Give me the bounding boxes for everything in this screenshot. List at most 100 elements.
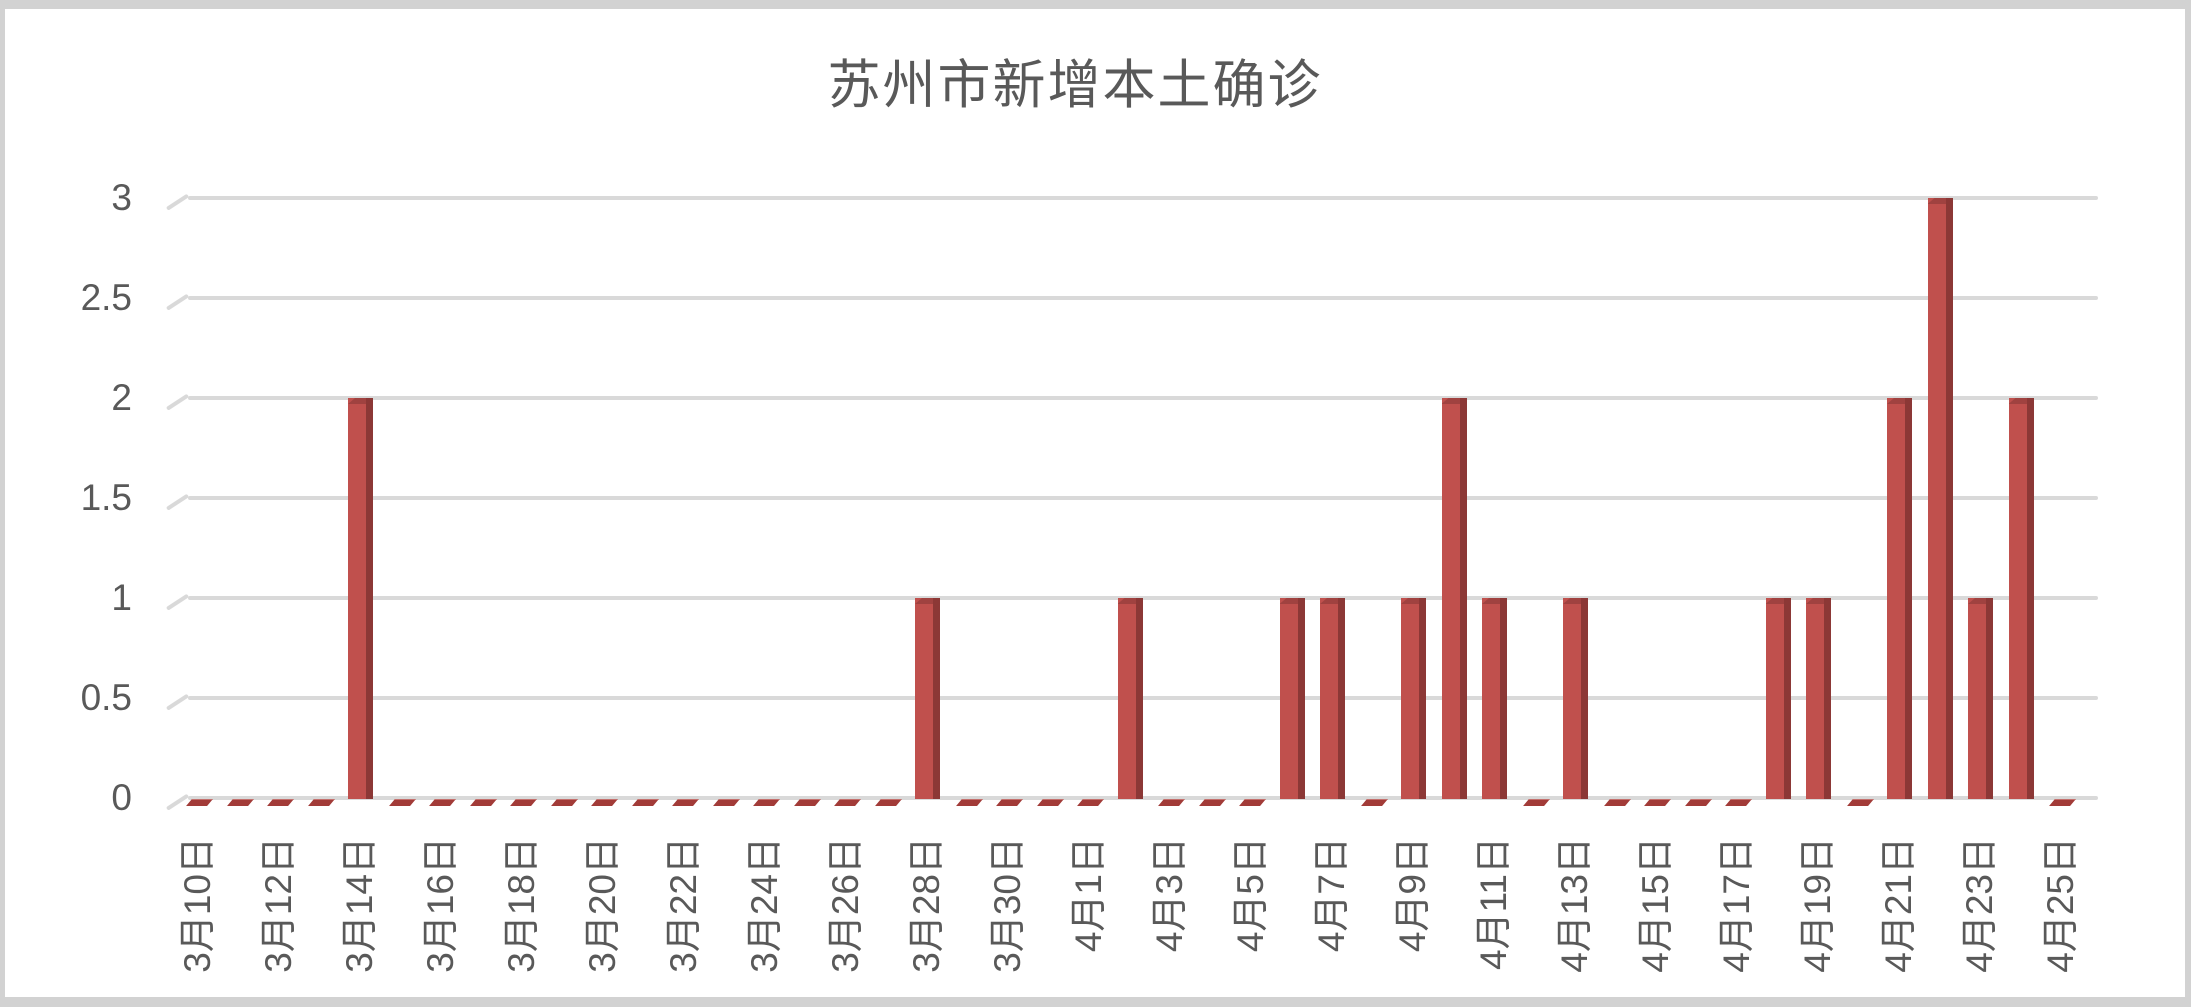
bar-top-bevel: [1765, 598, 1791, 604]
bar-top-bevel: [1320, 598, 1345, 604]
x-axis-tick-label: 3月24日: [744, 837, 785, 973]
zero-value-bar-marker: [631, 799, 659, 806]
bar-top-bevel: [1117, 598, 1143, 604]
bar-top-bevel: [348, 398, 373, 404]
zero-value-bar-marker: [996, 799, 1023, 806]
bar-top-bevel: [1563, 598, 1588, 604]
y-axis-tick-label: 0.5: [80, 677, 132, 718]
x-axis-tick-label: 3月14日: [339, 837, 380, 973]
x-axis-tick-label: 4月9日: [1392, 837, 1433, 953]
gridline: [188, 796, 2098, 800]
bar: [1320, 598, 1345, 799]
gridline-left-hook: [165, 593, 190, 611]
zero-value-bar-marker: [469, 799, 497, 806]
bar-side-shade: [1945, 198, 1953, 799]
zero-value-bar-marker: [834, 799, 861, 806]
bar: [1968, 598, 1993, 799]
y-axis-tick-label: 1: [111, 577, 132, 618]
x-axis-tick-label: 4月23日: [1959, 837, 2000, 973]
bar-side-shade: [1581, 598, 1588, 799]
bar: [1441, 398, 1467, 799]
bar: [2008, 398, 2034, 799]
zero-value-bar-marker: [307, 799, 335, 806]
x-axis-tick-label: 4月13日: [1554, 837, 1595, 973]
zero-value-bar-marker: [1846, 799, 1874, 806]
zero-value-bar-marker: [510, 799, 537, 806]
bar-top-bevel: [1806, 598, 1831, 604]
gridline-left-hook: [165, 493, 190, 511]
x-axis-tick-label: 4月1日: [1068, 837, 1109, 953]
bar-side-shade: [1783, 598, 1791, 799]
x-axis-tick-label: 3月30日: [987, 837, 1028, 973]
bar-side-shade: [1297, 598, 1305, 799]
chart-title: 苏州市新增本土确诊: [827, 57, 1323, 115]
bar-top-bevel: [915, 598, 940, 604]
bar-side-shade: [1905, 398, 1912, 799]
gridline-left-hook: [165, 293, 190, 311]
zero-value-bar-marker: [2049, 799, 2076, 806]
zero-value-bar-marker: [1603, 799, 1631, 806]
bar: [1482, 598, 1507, 799]
zero-value-bar-marker: [1360, 799, 1388, 806]
gridline: [188, 496, 2098, 500]
bar: [1117, 598, 1143, 799]
y-axis-tick-label: 2.5: [80, 277, 132, 318]
gridline: [188, 396, 2098, 400]
y-axis-tick-label: 2: [111, 377, 132, 418]
x-axis-tick-label: 4月17日: [1716, 837, 1757, 973]
bar: [1401, 598, 1426, 799]
bar: [1806, 598, 1831, 799]
zero-value-bar-marker: [1036, 799, 1064, 806]
zero-value-bar-marker: [1725, 799, 1752, 806]
bar-side-shade: [366, 398, 373, 799]
bar-side-shade: [933, 598, 940, 799]
x-axis-tick-label: 3月28日: [906, 837, 947, 973]
x-axis-tick-label: 3月20日: [582, 837, 623, 973]
x-axis-tick-label: 3月10日: [177, 837, 218, 973]
bar-top-bevel: [1279, 598, 1305, 604]
bar-top-bevel: [2008, 398, 2034, 404]
zero-value-bar-marker: [186, 799, 213, 806]
x-axis-tick-label: 3月18日: [501, 837, 542, 973]
y-axis-tick-label: 1.5: [80, 477, 132, 518]
bar: [1887, 398, 1912, 799]
zero-value-bar-marker: [672, 799, 699, 806]
bar-side-shade: [1135, 598, 1143, 799]
x-axis-tick-label: 4月5日: [1230, 837, 1271, 953]
bar-top-bevel: [1887, 398, 1912, 404]
zero-value-bar-marker: [226, 799, 254, 806]
bar-side-shade: [1986, 598, 1993, 799]
bar-top-bevel: [1482, 598, 1507, 604]
bar-side-shade: [1824, 598, 1831, 799]
x-axis-tick-label: 3月22日: [663, 837, 704, 973]
bar-side-shade: [1500, 598, 1507, 799]
y-axis-tick-label: 0: [111, 777, 132, 818]
plot-area: 0 0.5 1 1.5 2 2.5 3 3月10日 3月12日 3月14日 3月16日 3月18日 3月…: [5, 9, 2185, 997]
x-axis-tick-label: 4月21日: [1878, 837, 1919, 973]
bar-top-bevel: [1441, 398, 1467, 404]
y-axis-tick-label: 3: [111, 177, 132, 218]
zero-value-bar-marker: [267, 799, 294, 806]
x-axis-tick-label: 4月15日: [1635, 837, 1676, 973]
zero-value-bar-marker: [753, 799, 780, 806]
x-axis-tick-label: 4月3日: [1149, 837, 1190, 953]
gridline-left-hook: [165, 193, 190, 211]
bar-side-shade: [1419, 598, 1426, 799]
zero-value-bar-marker: [793, 799, 821, 806]
gridline: [188, 696, 2098, 700]
bar: [348, 398, 373, 799]
bar-side-shade: [1338, 598, 1345, 799]
x-axis-tick-label: 3月26日: [825, 837, 866, 973]
gridline: [188, 596, 2098, 600]
zero-value-bar-marker: [1077, 799, 1104, 806]
bar-side-shade: [1459, 398, 1467, 799]
zero-value-bar-marker: [712, 799, 740, 806]
gridline: [188, 196, 2098, 200]
x-axis-tick-label: 4月19日: [1797, 837, 1838, 973]
bar: [1563, 598, 1588, 799]
bar: [1927, 198, 1953, 799]
zero-value-bar-marker: [1198, 799, 1226, 806]
bar: [1279, 598, 1305, 799]
zero-value-bar-marker: [1684, 799, 1712, 806]
gridline-left-hook: [165, 793, 190, 811]
